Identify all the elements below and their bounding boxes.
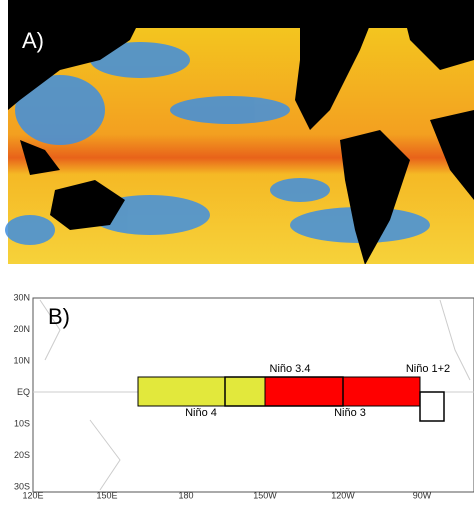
panel-label: B): [48, 304, 70, 329]
antarctica: [8, 264, 474, 290]
region-label: Niño 3.4: [270, 363, 311, 375]
lon-label: 150E: [96, 490, 117, 500]
lat-label: 10N: [13, 355, 30, 365]
lon-label: 120W: [331, 490, 355, 500]
lat-label: 30S: [14, 481, 30, 491]
sst-map: A): [5, 0, 474, 290]
lat-label: EQ: [17, 387, 30, 397]
continents: [8, 0, 474, 265]
nino34-box: [224, 376, 344, 407]
lon-label: 180: [178, 490, 193, 500]
nino12-box: [419, 391, 445, 422]
nino-map: B) Niño 3.4 Niño 4 Niño 3 Niño 1+2: [32, 297, 474, 493]
lon-label: 150W: [253, 490, 277, 500]
nino4-box: [137, 376, 266, 407]
coastlines: [39, 299, 471, 491]
lat-label: 10S: [14, 418, 30, 428]
region-label: Niño 3: [334, 407, 366, 419]
panel-label: A): [22, 28, 44, 53]
region-label: Niño 1+2: [406, 363, 450, 375]
lon-label: 120E: [22, 490, 43, 500]
region-label: Niño 4: [185, 407, 217, 419]
lat-label: 20N: [13, 324, 30, 334]
lat-label: 20S: [14, 450, 30, 460]
lon-label: 90W: [413, 490, 432, 500]
lat-label: 30N: [13, 292, 30, 302]
